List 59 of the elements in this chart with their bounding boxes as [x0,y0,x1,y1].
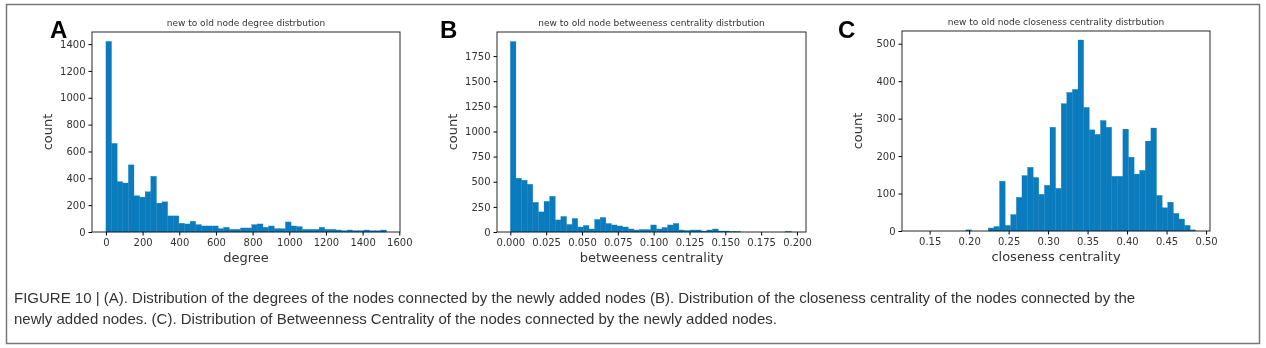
y-tick-label: 400 [66,173,86,185]
chart-title: new to old node degree distrbution [166,18,326,28]
x-tick-label: 0.25 [997,235,1021,247]
y-tick-label: 750 [471,151,491,163]
x-tick-label: 200 [133,236,153,248]
y-tick-label: 1000 [465,126,491,138]
x-axis-title: betweeness centrality [579,250,724,265]
y-tick-label: 0 [484,226,491,238]
y-tick-label: 1500 [465,75,491,87]
y-tick-label: 400 [876,75,896,87]
x-tick-label: 0.50 [1195,235,1218,247]
y-tick-label: 600 [66,146,86,158]
y-axis-title: count [40,113,55,151]
chart-title: new to old node closeness centrality distrbution [947,17,1165,27]
y-tick-label: 1250 [465,101,491,113]
x-tick-label: 0.40 [1116,235,1139,247]
x-tick-label: 1200 [313,236,340,248]
text: B [440,16,458,43]
y-tick-label: 100 [876,188,896,200]
x-axis-title: closeness centrality [991,249,1121,264]
x-tick-label: 0.45 [1155,235,1179,247]
y-tick-label: 500 [876,38,896,50]
y-axis-title: count [445,113,460,151]
x-axis-title: degree [223,250,269,265]
x-tick-label: 0.100 [639,236,669,248]
x-tick-label: 0.125 [675,236,705,248]
y-tick-label: 800 [66,119,86,131]
x-tick-label: 0.050 [568,236,597,248]
y-tick-label: 0 [889,225,896,237]
chart-title: new to old node betweeness centrality distrbution [538,18,765,28]
x-tick-label: 800 [243,236,263,248]
x-tick-label: 0.35 [1076,235,1100,247]
y-tick-label: 200 [876,150,896,162]
x-tick-label: 0.025 [532,236,561,248]
x-tick-label: 0.15 [919,235,942,247]
text: C [838,16,856,43]
x-tick-label: 1600 [387,236,413,248]
y-tick-label: 1000 [60,92,86,104]
x-tick-label: 0.175 [747,236,776,248]
x-tick-label: 0.20 [958,235,981,247]
y-tick-label: 250 [471,201,491,213]
x-tick-label: 1000 [277,236,303,248]
x-tick-label: 0.000 [496,236,526,248]
x-tick-label: 1400 [350,236,376,248]
x-tick-label: 0.075 [604,236,633,248]
x-tick-label: 400 [170,236,190,248]
x-tick-label: 600 [206,236,226,248]
y-tick-label: 300 [876,113,896,125]
y-tick-label: 200 [66,199,86,211]
y-tick-label: 0 [79,226,86,238]
x-tick-label: 0 [103,236,110,248]
x-tick-label: 0.200 [783,236,812,248]
y-tick-label: 1200 [60,65,86,77]
x-tick-label: 0.150 [711,236,741,248]
y-tick-label: 500 [471,176,491,188]
x-tick-label: 0.30 [1037,235,1060,247]
y-axis-title: count [850,112,865,150]
y-tick-label: 1750 [465,50,491,62]
caption: FIGURE 10 | (A). Distribution of the degrees of the nodes connected by the newly added nodes (B). Distribution of the closeness centrality of the nodes connected by the newly added nodes. (C). Distribution of Betweenness Centrality of the nodes connected by the newly added nodes. [14,288,1137,329]
